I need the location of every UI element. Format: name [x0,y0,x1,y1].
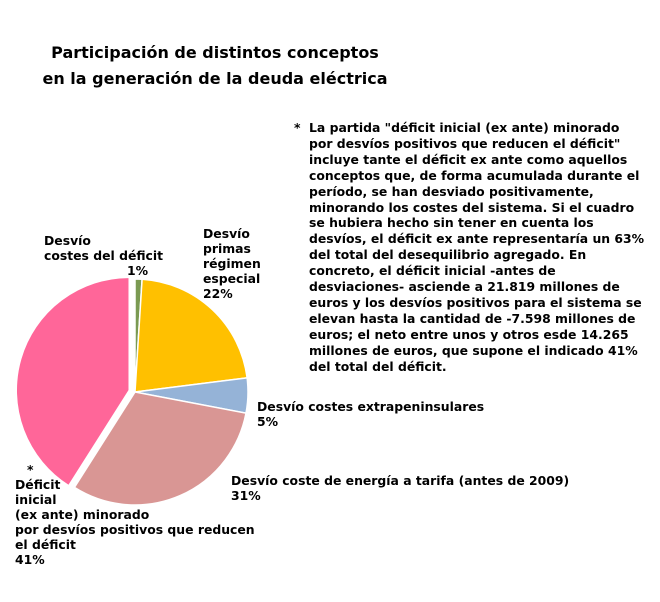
pct-label: 22% [203,286,233,301]
chart-title: Participación de distintos conceptos en … [30,40,400,92]
label-line: * [27,462,34,477]
label-line: costes del déficit [44,248,164,263]
chart-title-line-1: Participación de distintos conceptos [51,43,379,62]
label-line: Desvío [44,233,91,248]
chart-title-line-2: en la generación de la deuda eléctrica [42,69,388,88]
label-line: Desvío costes extrapeninsulares [257,399,485,414]
label-line: primas [203,241,251,256]
label-deficit-inicial: * Déficit inicial (ex ante) minorado por… [15,462,255,567]
pct-label: 1% [127,263,149,278]
slice-desvio-primas [134,278,248,393]
label-line: Déficit [15,477,61,492]
slice-desvio-energia-tarifa [73,391,247,506]
label-line: por desvíos positivos que reducen [15,522,255,537]
label-line: (ex ante) minorado [15,507,150,522]
label-desvio-extrapeninsulares: Desvío costes extrapeninsulares 5% [257,399,484,429]
label-line: inicial [15,492,57,507]
pct-label: 41% [15,552,45,567]
footnote-marker: * [294,120,301,135]
label-line: régimen [203,256,261,271]
label-desvio-primas: Desvío primas régimen especial 22% [203,226,261,301]
footnote-text: La partida "déficit inicial (ex ante) mi… [309,120,645,374]
slice-deficit-inicial [15,276,130,487]
label-line: especial [203,271,261,286]
label-line: Desvío [203,226,250,241]
label-line: Desvío coste de energía a tarifa (antes … [231,473,570,488]
pct-label: 31% [231,488,261,503]
pct-label: 5% [257,414,279,429]
label-desvio-energia-tarifa: Desvío coste de energía a tarifa (antes … [231,473,569,503]
label-line: el déficit [15,537,76,552]
label-desvio-costes-deficit: Desvío costes del déficit 1% [44,233,163,278]
